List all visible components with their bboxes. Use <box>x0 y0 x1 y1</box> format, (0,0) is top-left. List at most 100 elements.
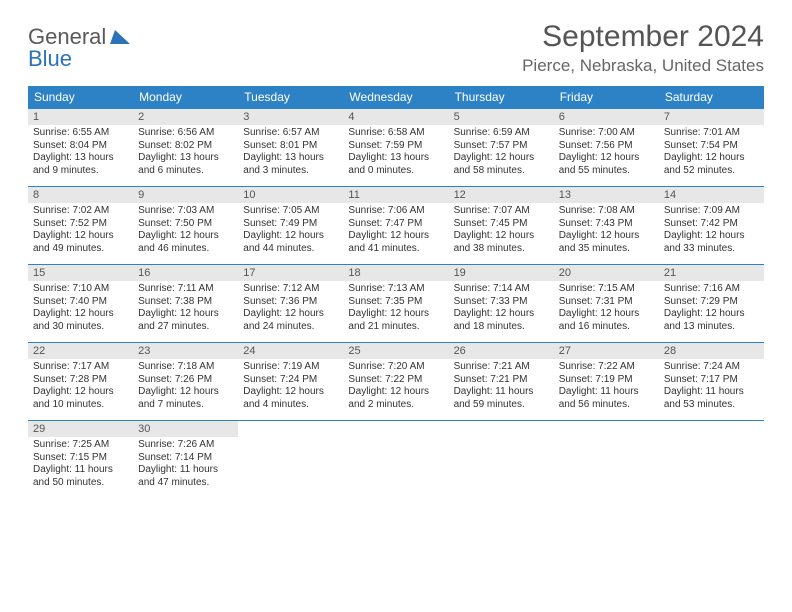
calendar-cell: 4Sunrise: 6:58 AMSunset: 7:59 PMDaylight… <box>343 109 448 187</box>
sunset-text: Sunset: 7:38 PM <box>138 296 233 309</box>
day-details: Sunrise: 7:18 AMSunset: 7:26 PMDaylight:… <box>133 359 238 417</box>
calendar-cell: 26Sunrise: 7:21 AMSunset: 7:21 PMDayligh… <box>449 343 554 421</box>
day-details: Sunrise: 7:19 AMSunset: 7:24 PMDaylight:… <box>238 359 343 417</box>
logo-text: General Blue <box>28 26 130 70</box>
day-number: 11 <box>343 187 448 203</box>
sunset-text: Sunset: 7:26 PM <box>138 374 233 387</box>
day-number: 9 <box>133 187 238 203</box>
day-number: 23 <box>133 343 238 359</box>
sunset-text: Sunset: 7:35 PM <box>348 296 443 309</box>
sunrise-text: Sunrise: 7:17 AM <box>33 361 128 374</box>
day-details: Sunrise: 6:57 AMSunset: 8:01 PMDaylight:… <box>238 125 343 183</box>
day-number: 29 <box>28 421 133 437</box>
daylight-text: Daylight: 13 hours and 9 minutes. <box>33 152 128 177</box>
sunset-text: Sunset: 7:40 PM <box>33 296 128 309</box>
sunrise-text: Sunrise: 7:13 AM <box>348 283 443 296</box>
day-number: 2 <box>133 109 238 125</box>
calendar-cell: 15Sunrise: 7:10 AMSunset: 7:40 PMDayligh… <box>28 265 133 343</box>
day-details: Sunrise: 7:20 AMSunset: 7:22 PMDaylight:… <box>343 359 448 417</box>
calendar-cell: 1Sunrise: 6:55 AMSunset: 8:04 PMDaylight… <box>28 109 133 187</box>
calendar-cell: 27Sunrise: 7:22 AMSunset: 7:19 PMDayligh… <box>554 343 659 421</box>
sunrise-text: Sunrise: 7:05 AM <box>243 205 338 218</box>
calendar-week-row: 15Sunrise: 7:10 AMSunset: 7:40 PMDayligh… <box>28 265 764 343</box>
day-details: Sunrise: 7:03 AMSunset: 7:50 PMDaylight:… <box>133 203 238 261</box>
calendar-cell: 8Sunrise: 7:02 AMSunset: 7:52 PMDaylight… <box>28 187 133 265</box>
day-number: 12 <box>449 187 554 203</box>
sunrise-text: Sunrise: 7:26 AM <box>138 439 233 452</box>
sunset-text: Sunset: 7:17 PM <box>664 374 759 387</box>
day-details: Sunrise: 7:05 AMSunset: 7:49 PMDaylight:… <box>238 203 343 261</box>
day-details: Sunrise: 7:01 AMSunset: 7:54 PMDaylight:… <box>659 125 764 183</box>
daylight-text: Daylight: 12 hours and 4 minutes. <box>243 386 338 411</box>
daylight-text: Daylight: 12 hours and 2 minutes. <box>348 386 443 411</box>
day-number: 18 <box>343 265 448 281</box>
daylight-text: Daylight: 12 hours and 30 minutes. <box>33 308 128 333</box>
sunrise-text: Sunrise: 7:03 AM <box>138 205 233 218</box>
day-details: Sunrise: 7:00 AMSunset: 7:56 PMDaylight:… <box>554 125 659 183</box>
calendar-cell <box>659 421 764 499</box>
daylight-text: Daylight: 12 hours and 21 minutes. <box>348 308 443 333</box>
sunrise-text: Sunrise: 7:10 AM <box>33 283 128 296</box>
day-details: Sunrise: 6:55 AMSunset: 8:04 PMDaylight:… <box>28 125 133 183</box>
day-details: Sunrise: 7:26 AMSunset: 7:14 PMDaylight:… <box>133 437 238 495</box>
day-details: Sunrise: 7:06 AMSunset: 7:47 PMDaylight:… <box>343 203 448 261</box>
day-details: Sunrise: 7:09 AMSunset: 7:42 PMDaylight:… <box>659 203 764 261</box>
sunrise-text: Sunrise: 7:19 AM <box>243 361 338 374</box>
day-details: Sunrise: 7:17 AMSunset: 7:28 PMDaylight:… <box>28 359 133 417</box>
sunrise-text: Sunrise: 6:55 AM <box>33 127 128 140</box>
calendar-cell: 23Sunrise: 7:18 AMSunset: 7:26 PMDayligh… <box>133 343 238 421</box>
sunset-text: Sunset: 7:56 PM <box>559 140 654 153</box>
daylight-text: Daylight: 12 hours and 58 minutes. <box>454 152 549 177</box>
calendar-cell: 29Sunrise: 7:25 AMSunset: 7:15 PMDayligh… <box>28 421 133 499</box>
sunset-text: Sunset: 7:21 PM <box>454 374 549 387</box>
day-number: 6 <box>554 109 659 125</box>
day-details: Sunrise: 6:58 AMSunset: 7:59 PMDaylight:… <box>343 125 448 183</box>
sunset-text: Sunset: 8:02 PM <box>138 140 233 153</box>
day-number: 27 <box>554 343 659 359</box>
day-number: 19 <box>449 265 554 281</box>
calendar-cell: 22Sunrise: 7:17 AMSunset: 7:28 PMDayligh… <box>28 343 133 421</box>
daylight-text: Daylight: 12 hours and 7 minutes. <box>138 386 233 411</box>
weekday-header: Wednesday <box>343 86 448 109</box>
calendar-cell: 5Sunrise: 6:59 AMSunset: 7:57 PMDaylight… <box>449 109 554 187</box>
calendar-cell <box>343 421 448 499</box>
day-number: 8 <box>28 187 133 203</box>
calendar-cell: 10Sunrise: 7:05 AMSunset: 7:49 PMDayligh… <box>238 187 343 265</box>
sunset-text: Sunset: 7:24 PM <box>243 374 338 387</box>
calendar-cell: 16Sunrise: 7:11 AMSunset: 7:38 PMDayligh… <box>133 265 238 343</box>
day-details: Sunrise: 7:21 AMSunset: 7:21 PMDaylight:… <box>449 359 554 417</box>
daylight-text: Daylight: 12 hours and 24 minutes. <box>243 308 338 333</box>
weekday-header: Saturday <box>659 86 764 109</box>
sunset-text: Sunset: 7:59 PM <box>348 140 443 153</box>
daylight-text: Daylight: 12 hours and 18 minutes. <box>454 308 549 333</box>
sunrise-text: Sunrise: 7:20 AM <box>348 361 443 374</box>
daylight-text: Daylight: 12 hours and 27 minutes. <box>138 308 233 333</box>
sunset-text: Sunset: 7:14 PM <box>138 452 233 465</box>
title-block: September 2024 Pierce, Nebraska, United … <box>522 20 764 76</box>
daylight-text: Daylight: 13 hours and 3 minutes. <box>243 152 338 177</box>
daylight-text: Daylight: 13 hours and 0 minutes. <box>348 152 443 177</box>
calendar-week-row: 8Sunrise: 7:02 AMSunset: 7:52 PMDaylight… <box>28 187 764 265</box>
calendar-cell: 2Sunrise: 6:56 AMSunset: 8:02 PMDaylight… <box>133 109 238 187</box>
day-details: Sunrise: 7:15 AMSunset: 7:31 PMDaylight:… <box>554 281 659 339</box>
calendar-cell: 20Sunrise: 7:15 AMSunset: 7:31 PMDayligh… <box>554 265 659 343</box>
calendar-week-row: 1Sunrise: 6:55 AMSunset: 8:04 PMDaylight… <box>28 109 764 187</box>
day-details: Sunrise: 7:10 AMSunset: 7:40 PMDaylight:… <box>28 281 133 339</box>
daylight-text: Daylight: 12 hours and 49 minutes. <box>33 230 128 255</box>
sunset-text: Sunset: 8:01 PM <box>243 140 338 153</box>
day-number: 10 <box>238 187 343 203</box>
sunrise-text: Sunrise: 7:14 AM <box>454 283 549 296</box>
sunset-text: Sunset: 7:50 PM <box>138 218 233 231</box>
calendar-cell: 17Sunrise: 7:12 AMSunset: 7:36 PMDayligh… <box>238 265 343 343</box>
calendar-cell: 30Sunrise: 7:26 AMSunset: 7:14 PMDayligh… <box>133 421 238 499</box>
sunrise-text: Sunrise: 7:08 AM <box>559 205 654 218</box>
day-details: Sunrise: 6:56 AMSunset: 8:02 PMDaylight:… <box>133 125 238 183</box>
day-details: Sunrise: 7:12 AMSunset: 7:36 PMDaylight:… <box>238 281 343 339</box>
daylight-text: Daylight: 12 hours and 52 minutes. <box>664 152 759 177</box>
day-number: 3 <box>238 109 343 125</box>
calendar-cell: 9Sunrise: 7:03 AMSunset: 7:50 PMDaylight… <box>133 187 238 265</box>
daylight-text: Daylight: 12 hours and 33 minutes. <box>664 230 759 255</box>
calendar-cell: 13Sunrise: 7:08 AMSunset: 7:43 PMDayligh… <box>554 187 659 265</box>
sunrise-text: Sunrise: 6:56 AM <box>138 127 233 140</box>
weekday-header-row: Sunday Monday Tuesday Wednesday Thursday… <box>28 86 764 109</box>
